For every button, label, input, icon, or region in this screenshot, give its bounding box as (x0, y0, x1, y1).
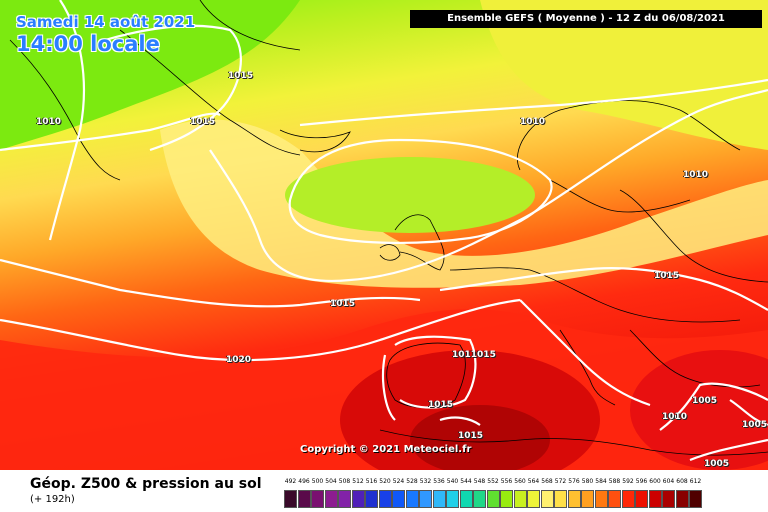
legend-label: 612 (689, 478, 702, 485)
legend-swatch (338, 490, 351, 508)
legend-swatch (608, 490, 621, 508)
legend-swatch (392, 490, 405, 508)
legend-swatch (486, 490, 500, 508)
legend-label: 520 (379, 478, 391, 485)
legend-swatch (324, 490, 338, 508)
legend-swatch (459, 490, 473, 508)
legend-label: 568 (541, 478, 553, 485)
legend-label: 552 (487, 478, 499, 485)
isobar-label: 1010 (520, 117, 546, 127)
legend-label: 532 (419, 478, 432, 485)
legend-label: 592 (622, 478, 634, 485)
legend-swatch (311, 490, 324, 508)
color-legend: 492 496 500 504 508 512 516 520 524 528 532 536 540 5… (284, 478, 752, 508)
legend-label: 500 (311, 478, 324, 485)
legend-label: 584 (595, 478, 607, 485)
isobar-label: 1011015 (452, 350, 496, 360)
legend-label: 556 (500, 478, 513, 485)
legend-label: 544 (460, 478, 472, 485)
legend-label: 492 (284, 478, 297, 485)
legend-swatch (540, 490, 554, 508)
isobar-label: 1010 (36, 117, 62, 127)
isobar-label: 1010 (662, 412, 688, 422)
forecast-map (0, 0, 768, 470)
legend-swatch (297, 490, 311, 508)
isobar-label: 1015 (654, 271, 680, 281)
legend-label: 608 (676, 478, 688, 485)
forecast-date: Samedi 14 août 2021 (16, 13, 196, 31)
forecast-local-time: 14:00 locale (16, 32, 160, 56)
legend-label: 528 (406, 478, 418, 485)
isobar-label: 1015 (228, 71, 254, 81)
isobar-label: 1005 (742, 420, 768, 430)
legend-label: 548 (473, 478, 486, 485)
legend-swatch (378, 490, 392, 508)
z500-zone-darkred-core (410, 405, 550, 470)
z500-zone-red-east (630, 350, 768, 470)
isobar-label: 1015 (428, 400, 454, 410)
legend-swatch (432, 490, 446, 508)
legend-label: 596 (635, 478, 648, 485)
legend-label: 516 (365, 478, 378, 485)
isobar-label: 1015 (458, 431, 484, 441)
legend-label: 536 (433, 478, 445, 485)
legend-label: 540 (446, 478, 459, 485)
legend-label: 604 (662, 478, 675, 485)
legend-swatch (635, 490, 648, 508)
legend-swatch (581, 490, 594, 508)
map-title: Géop. Z500 & pression au sol (30, 476, 262, 492)
legend-label: 576 (568, 478, 580, 485)
legend-swatch (284, 490, 297, 508)
legend-swatch (689, 490, 702, 508)
isobar-label: 1005 (704, 459, 730, 469)
legend-label: 512 (352, 478, 364, 485)
legend-label: 588 (608, 478, 621, 485)
legend-label: 580 (581, 478, 594, 485)
coastlines (9, 0, 768, 456)
legend-swatch (675, 490, 689, 508)
z500-zone-green-oval (285, 157, 535, 233)
legend-label: 524 (392, 478, 405, 485)
legend-swatch (351, 490, 365, 508)
run-info-banner: Ensemble GEFS ( Moyenne ) - 12 Z du 06/0… (410, 10, 762, 28)
legend-label: 600 (649, 478, 661, 485)
legend-label: 496 (298, 478, 310, 485)
isobar-label: 1015 (190, 117, 216, 127)
legend-label: 508 (338, 478, 351, 485)
z500-zone-pale-yellow (160, 119, 768, 288)
legend-swatch (554, 490, 567, 508)
legend-swatch (621, 490, 635, 508)
legend-swatch (446, 490, 459, 508)
isobar-label: 1020 (226, 355, 252, 365)
isobars (0, 0, 768, 460)
legend-swatch (365, 490, 378, 508)
legend-swatch (648, 490, 662, 508)
legend-swatch (500, 490, 513, 508)
legend-swatch (405, 490, 419, 508)
isobar-label: 1015 (330, 299, 356, 309)
legend-swatch (419, 490, 432, 508)
legend-swatch (473, 490, 486, 508)
legend-swatch (513, 490, 527, 508)
legend-swatches (284, 490, 703, 508)
legend-labels: 492 496 500 504 508 512 516 520 524 528 532 536 540 5… (284, 478, 752, 488)
isobar-label: 1010 (683, 170, 709, 180)
legend-label: 572 (554, 478, 567, 485)
z500-zone-green (0, 0, 300, 150)
legend-swatch (527, 490, 540, 508)
legend-label: 564 (527, 478, 540, 485)
isobar-label: 1005 (692, 396, 718, 406)
legend-swatch (567, 490, 581, 508)
legend-swatch (594, 490, 608, 508)
copyright-text: Copyright © 2021 Meteociel.fr (300, 444, 472, 455)
forecast-lead-time: (+ 192h) (30, 494, 75, 505)
legend-label: 560 (514, 478, 526, 485)
legend-label: 504 (325, 478, 337, 485)
legend-swatch (662, 490, 675, 508)
